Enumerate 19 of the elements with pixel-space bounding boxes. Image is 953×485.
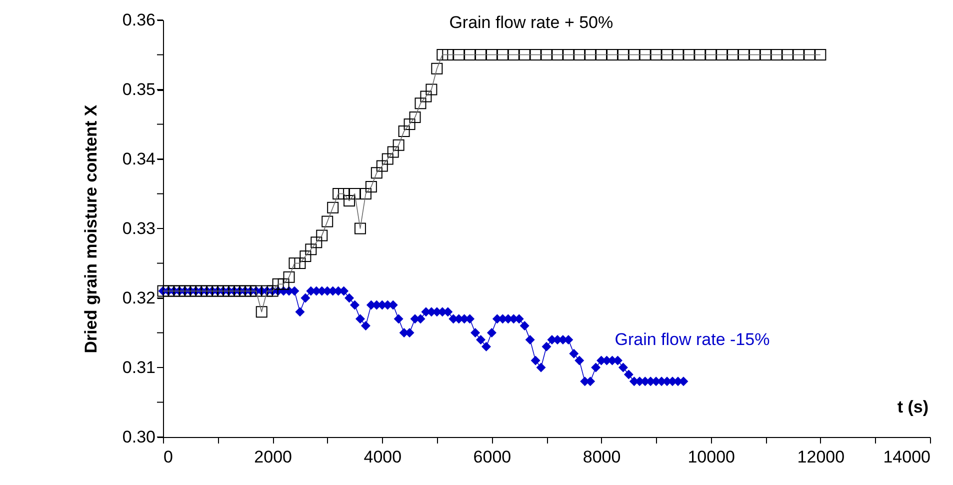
y-tick-label: 0.36 (122, 10, 156, 30)
y-tick-label: 0.35 (122, 80, 156, 99)
x-tick-label: 12000 (797, 448, 845, 466)
series-label: Grain flow rate + 50% (449, 13, 614, 32)
x-tick-label: 8000 (582, 448, 621, 466)
y-tick-label: 0.33 (122, 219, 156, 238)
y-tick-label: 0.32 (122, 288, 156, 308)
y-axis-title: Dried grain moisture content X (81, 104, 100, 354)
x-tick-label: 4000 (364, 448, 402, 466)
y-tick-label: 0.34 (122, 150, 156, 168)
series-label: Grain flow rate -15% (614, 330, 770, 349)
x-tick-label: 2000 (254, 448, 292, 466)
y-tick-label: 0.31 (122, 358, 156, 377)
y-tick-label: 0.30 (122, 428, 156, 446)
x-axis-title: t (s) (897, 398, 928, 416)
x-tick-label: 10000 (688, 448, 735, 466)
x-tick-label: 6000 (473, 448, 512, 466)
x-tick-label: 14000 (883, 448, 930, 466)
x-tick-label: 0 (164, 448, 173, 466)
